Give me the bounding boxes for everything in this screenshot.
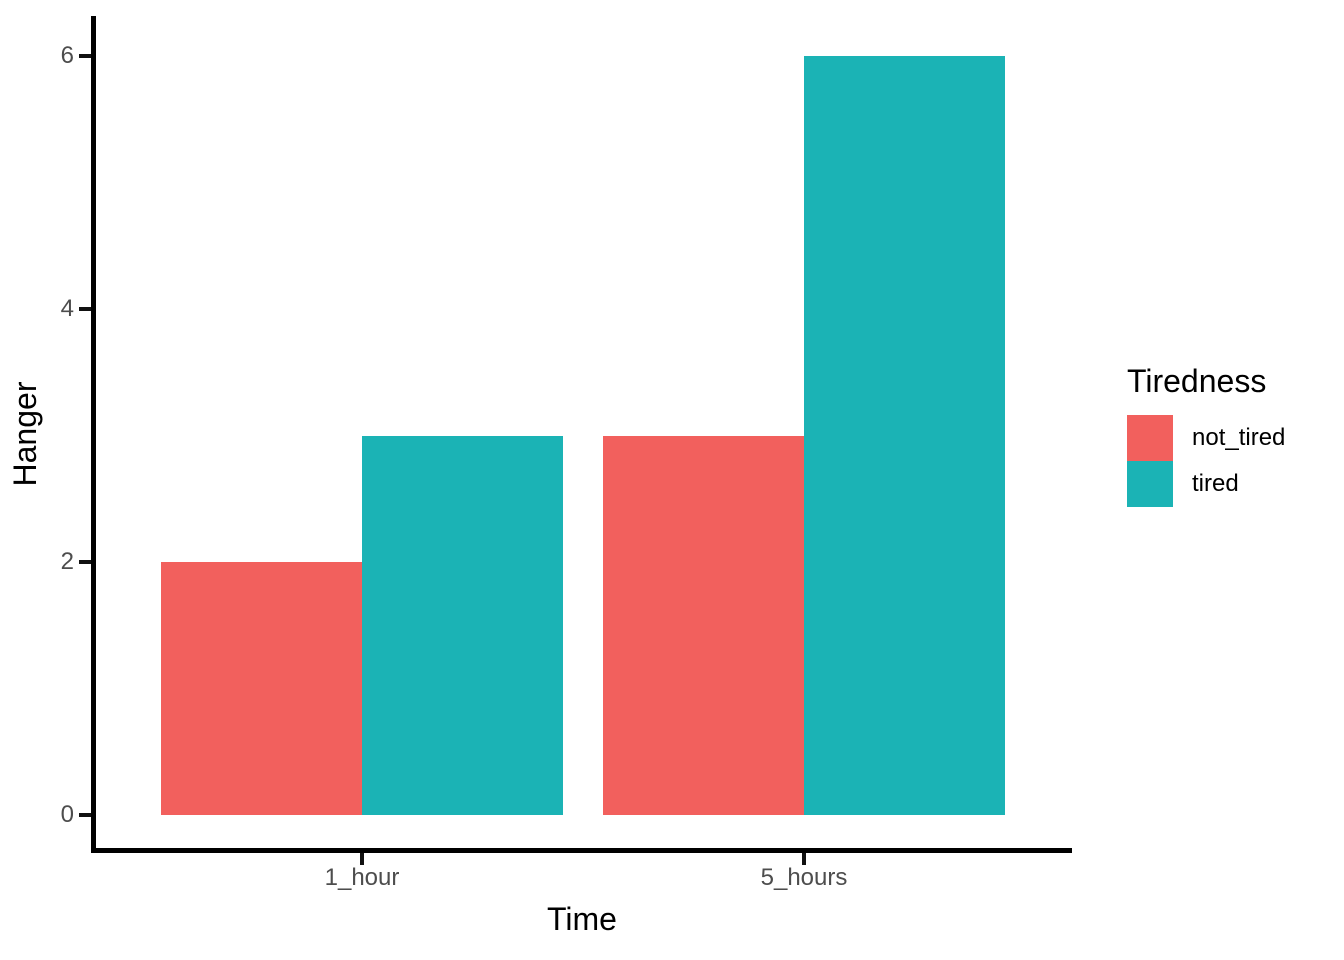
y-tick-mark (79, 560, 91, 564)
y-tick-mark (79, 307, 91, 311)
legend-label-not_tired: not_tired (1192, 423, 1286, 451)
y-axis-title: Hanger (7, 381, 43, 487)
y-tick-mark (79, 813, 91, 817)
y-tick-label: 0 (60, 801, 74, 828)
x-axis-title: Time (547, 901, 617, 937)
x-tick-mark (360, 853, 364, 865)
bar-1_hour-not_tired (161, 562, 362, 815)
legend-swatch-not_tired (1127, 414, 1173, 461)
bar-1_hour-tired (362, 435, 563, 815)
y-axis-line (91, 16, 96, 852)
legend-swatch-tired (1127, 460, 1173, 507)
legend-title: Tiredness (1127, 363, 1267, 399)
x-tick-mark (802, 853, 806, 865)
y-tick-label: 6 (60, 42, 74, 69)
y-tick-label: 2 (60, 548, 74, 575)
legend-key-tired: tired (1127, 460, 1285, 507)
x-tick-label-5_hours: 5_hours (760, 864, 848, 891)
legend-key-not_tired: not_tired (1127, 414, 1286, 461)
x-tick-label-1_hour: 1_hour (324, 864, 400, 891)
y-tick-mark (79, 54, 91, 58)
bar-5_hours-not_tired (603, 435, 804, 815)
legend-label-tired: tired (1192, 469, 1239, 497)
y-tick-label: 4 (60, 295, 74, 322)
bar-5_hours-tired (804, 56, 1005, 815)
x-axis-line (91, 848, 1072, 853)
